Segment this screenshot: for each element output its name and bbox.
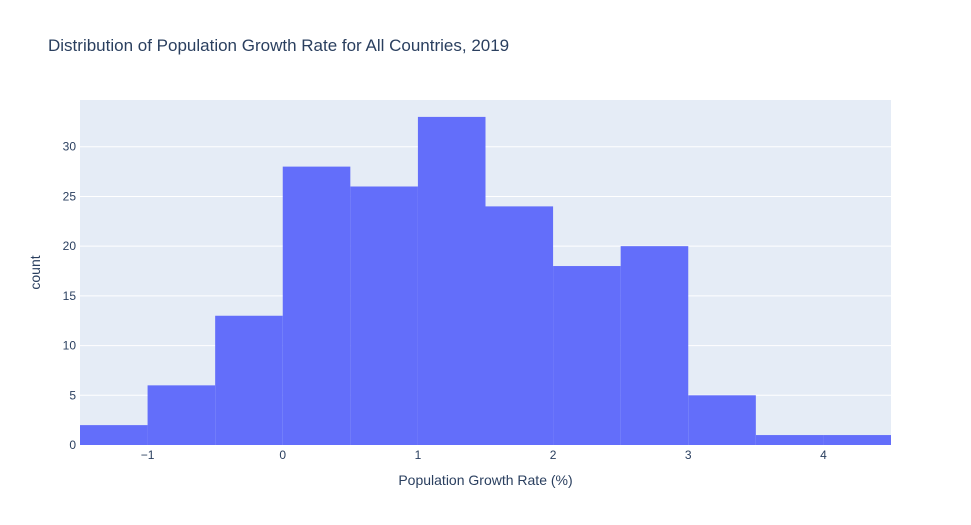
histogram-bar[interactable] <box>485 206 554 445</box>
y-tick-label: 10 <box>63 339 77 353</box>
histogram-bar[interactable] <box>755 435 824 445</box>
histogram-bar[interactable] <box>688 395 756 445</box>
y-tick-label: 0 <box>69 438 76 452</box>
x-tick-label: 2 <box>550 448 557 462</box>
histogram-bar[interactable] <box>620 246 689 445</box>
x-tick-label: −1 <box>141 448 155 462</box>
y-axis-label: count <box>27 255 43 289</box>
y-tick-label: 25 <box>63 189 77 203</box>
y-tick-label: 30 <box>63 140 77 154</box>
bars <box>80 116 891 446</box>
x-tick-label: 0 <box>279 448 286 462</box>
x-tick-label: 4 <box>820 448 827 462</box>
histogram-bar[interactable] <box>350 186 418 445</box>
histogram-bar[interactable] <box>823 435 891 445</box>
histogram-bar[interactable] <box>553 266 621 445</box>
x-axis-ticks: −1 0 1 2 3 4 <box>141 448 827 462</box>
y-tick-label: 5 <box>69 388 76 402</box>
histogram-bar[interactable] <box>147 385 216 445</box>
x-axis-label: Population Growth Rate (%) <box>398 472 572 488</box>
histogram-bar[interactable] <box>417 116 486 446</box>
histogram-bar[interactable] <box>80 425 148 445</box>
chart-title: Distribution of Population Growth Rate f… <box>48 36 509 55</box>
y-tick-label: 20 <box>63 239 77 253</box>
x-tick-label: 3 <box>685 448 692 462</box>
histogram-bar[interactable] <box>282 166 351 445</box>
x-tick-label: 1 <box>415 448 422 462</box>
y-tick-label: 15 <box>63 289 77 303</box>
histogram-bar[interactable] <box>215 315 283 445</box>
y-axis-ticks: 0 5 10 15 20 25 30 <box>63 140 77 452</box>
